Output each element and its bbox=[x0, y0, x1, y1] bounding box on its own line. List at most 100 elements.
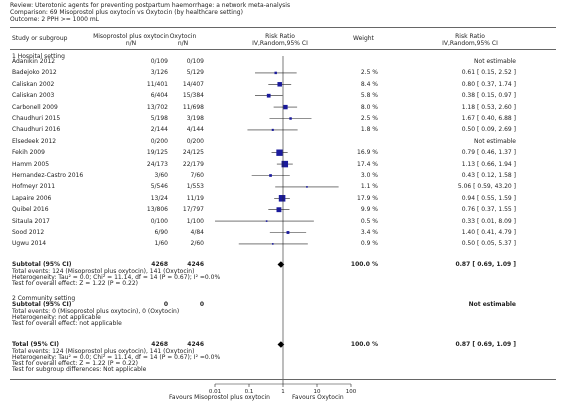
study-ctl-events: 22/179 bbox=[182, 160, 204, 168]
footer-rule bbox=[10, 379, 556, 380]
study-ctl-events: 7/60 bbox=[190, 172, 204, 179]
group2-title: 2 Community setting bbox=[12, 295, 76, 302]
favours-left-label: Favours Misoprostol plus oxytocin bbox=[169, 394, 270, 401]
total-events: Total events: 124 (Misoprostol plus oxyt… bbox=[12, 348, 195, 355]
col-study-header: Study or subgroup bbox=[12, 35, 68, 42]
group1-overall-effect: Test for overall effect: Z = 1.22 (P = 0… bbox=[12, 280, 138, 287]
effect-marker bbox=[306, 186, 308, 188]
study-ctl-events: 17/797 bbox=[182, 206, 204, 214]
study-ci: 1.40 [ 0.41, 4.79 ] bbox=[461, 229, 516, 236]
study-name: Chaudhuri 2015 bbox=[12, 115, 61, 122]
study-ci: 0.50 [ 0.05, 5.37 ] bbox=[461, 240, 516, 248]
study-name: Lapaire 2006 bbox=[12, 194, 52, 202]
effect-marker bbox=[281, 160, 289, 168]
effect-marker bbox=[269, 174, 272, 177]
study-ci: 0.33 [ 0.01, 8.09 ] bbox=[461, 217, 516, 225]
comparison-title: Comparison: 69 Misoprostol plus oxytocin… bbox=[10, 9, 243, 16]
group2-events: Total events: 0 (Misoprostol plus oxytoc… bbox=[12, 308, 180, 315]
study-name: Sitaula 2017 bbox=[12, 217, 50, 225]
group2-heterogeneity: Heterogeneity: not applicable bbox=[12, 314, 101, 321]
effect-marker bbox=[283, 104, 288, 110]
x-tick-label: 0.1 bbox=[245, 389, 254, 395]
study-ctl-events: 14/407 bbox=[182, 80, 204, 88]
study-ci: 0.80 [ 0.37, 1.74 ] bbox=[461, 80, 516, 88]
study-ci: 5.06 [ 0.59, 43.20 ] bbox=[457, 183, 516, 191]
study-weight: 3.4 % bbox=[360, 229, 378, 236]
study-ctl-events: 0/200 bbox=[186, 137, 204, 145]
total-ctl: 4246 bbox=[187, 341, 204, 348]
header-top-rule bbox=[10, 27, 556, 28]
study-ci: 0.38 [ 0.15, 0.97 ] bbox=[461, 92, 516, 100]
study-ctl-events: 4/144 bbox=[186, 126, 204, 134]
study-name: Chaudhuri 2016 bbox=[12, 126, 61, 134]
study-weight: 17.9 % bbox=[357, 194, 378, 202]
x-tick-label: 10 bbox=[314, 389, 321, 395]
effect-marker bbox=[271, 128, 274, 131]
col-exp-header: Misoprostol plus oxytocin bbox=[93, 33, 169, 40]
study-ctl-events: 5/129 bbox=[186, 69, 204, 77]
outcome-title: Outcome: 2 PPH >= 1000 mL bbox=[10, 16, 100, 23]
effect-marker bbox=[289, 117, 292, 120]
study-weight: 2.5 % bbox=[360, 69, 378, 77]
study-weight: 1.1 % bbox=[360, 183, 378, 191]
study-ctl-events: 11/698 bbox=[182, 103, 204, 111]
study-exp-events: 0/109 bbox=[150, 58, 168, 65]
study-ci: 0.43 [ 0.12, 1.58 ] bbox=[461, 172, 516, 179]
effect-marker bbox=[278, 195, 286, 202]
study-weight: 17.4 % bbox=[357, 160, 378, 168]
study-ci: 1.18 [ 0.53, 2.60 ] bbox=[461, 103, 516, 111]
study-weight: 16.9 % bbox=[357, 149, 378, 157]
study-exp-events: 0/100 bbox=[150, 217, 168, 225]
study-exp-events: 11/401 bbox=[146, 80, 168, 88]
study-weight: 3.0 % bbox=[360, 172, 378, 179]
group1-events: Total events: 124 (Misoprostol plus oxyt… bbox=[12, 268, 195, 275]
study-ctl-events: 1/100 bbox=[186, 217, 204, 225]
study-weight: 8.0 % bbox=[360, 103, 378, 111]
study-exp-events: 0/200 bbox=[150, 137, 168, 145]
group1-subtotal-label: Subtotal (95% CI) bbox=[12, 261, 72, 268]
group2-subtotal-ctl: 0 bbox=[199, 301, 204, 308]
effect-marker bbox=[286, 231, 290, 234]
study-name: Carbonell 2009 bbox=[12, 103, 58, 111]
effect-marker bbox=[271, 243, 274, 245]
study-ci: 0.76 [ 0.37, 1.55 ] bbox=[461, 206, 516, 214]
col-ctl-header: Oxytocin bbox=[169, 33, 197, 40]
effect-marker bbox=[274, 71, 277, 75]
study-ci: 0.61 [ 0.15, 2.52 ] bbox=[461, 69, 516, 77]
study-exp-events: 6/404 bbox=[150, 92, 168, 100]
subgroup-differences: Test for subgroup differences: Not appli… bbox=[12, 366, 147, 373]
study-weight: 9.9 % bbox=[360, 206, 378, 214]
study-name: Elsedeek 2012 bbox=[12, 137, 57, 145]
group2-overall-effect: Test for overall effect: not applicable bbox=[12, 320, 122, 327]
total-label: Total (95% CI) bbox=[12, 341, 60, 348]
review-title: Review: Uterotonic agents for preventing… bbox=[10, 2, 291, 9]
study-name: Ugwu 2014 bbox=[12, 240, 47, 248]
study-ctl-events: 2/60 bbox=[190, 240, 204, 248]
group2-subtotal-ci: Not estimable bbox=[468, 301, 516, 308]
group2-subtotal-exp: 0 bbox=[163, 301, 168, 308]
study-exp-events: 5/546 bbox=[150, 183, 168, 191]
study-ci: 1.67 [ 0.40, 6.88 ] bbox=[461, 115, 516, 122]
study-exp-events: 3/60 bbox=[154, 172, 168, 179]
study-name: Caliskan 2003 bbox=[12, 92, 55, 100]
study-ctl-events: 1/553 bbox=[186, 183, 204, 191]
study-ctl-events: 11/19 bbox=[186, 194, 204, 202]
col-rr2-header: Risk Ratio bbox=[455, 33, 485, 40]
x-tick-label: 0.01 bbox=[209, 389, 221, 395]
study-exp-events: 24/173 bbox=[146, 160, 168, 168]
study-exp-events: 5/198 bbox=[150, 115, 168, 122]
study-name: Adanikin 2012 bbox=[12, 58, 56, 65]
effect-marker bbox=[277, 82, 282, 87]
col-rr2-sub: IV,Random,95% CI bbox=[442, 40, 498, 47]
col-rr-header: Risk Ratio bbox=[265, 33, 295, 40]
col-exp-sub: n/N bbox=[125, 40, 137, 47]
group1-subtotal-exp: 4268 bbox=[151, 261, 168, 268]
study-ctl-events: 24/125 bbox=[182, 149, 204, 157]
x-tick-label: 1 bbox=[281, 389, 285, 395]
study-name: Quibel 2016 bbox=[12, 206, 49, 214]
group1-heterogeneity: Heterogeneity: Tau² = 0.0; Chi² = 11.14,… bbox=[12, 274, 221, 281]
study-exp-events: 13/24 bbox=[150, 194, 168, 202]
subtotal-diamond bbox=[277, 261, 285, 268]
col-ctl-sub: n/N bbox=[177, 40, 189, 47]
